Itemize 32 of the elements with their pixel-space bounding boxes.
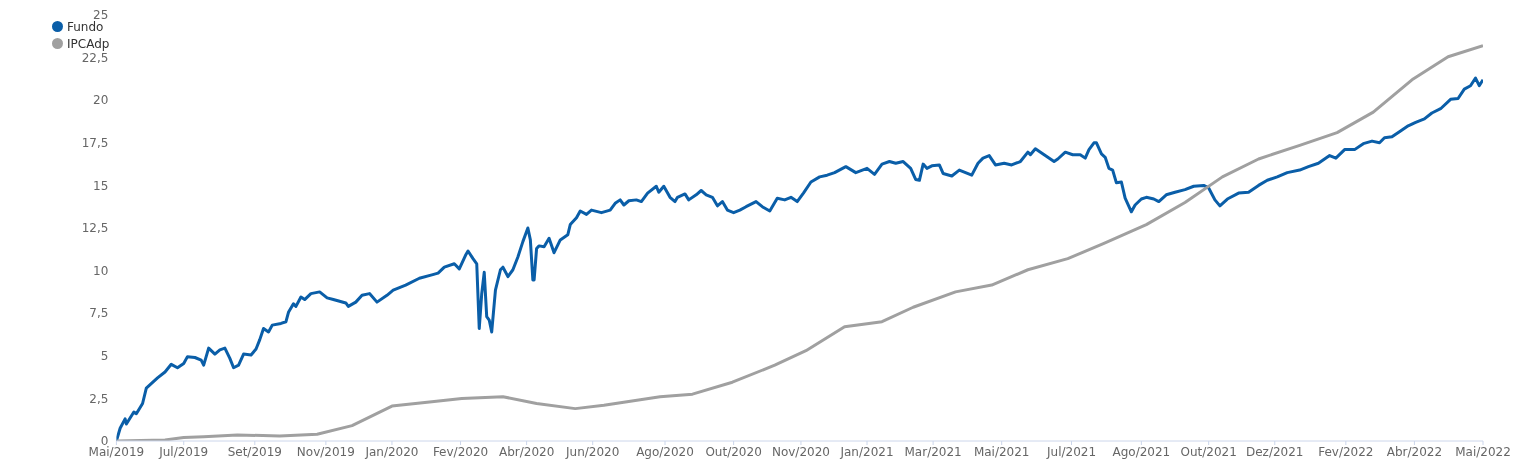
x-tick-label: Fev/2020 [432,444,489,459]
y-tick-label: 20 [93,93,109,108]
x-tick-label: Jul/2019 [158,444,209,459]
legend-label: IPCAdp [67,37,110,51]
x-tick-label: Out/2021 [1180,444,1237,459]
x-tick-label: Dez/2021 [1246,444,1304,459]
x-tick-label: Mai/2021 [973,444,1030,459]
x-tick-label: Nov/2019 [296,444,355,459]
y-tick-label: 22,5 [81,50,109,65]
y-tick-label: 2,5 [89,391,109,406]
y-tick-label: 10 [93,263,109,278]
x-tick-label: Abr/2022 [1386,444,1443,459]
y-tick-label: 15 [93,178,109,193]
x-tick-label: Jun/2020 [565,444,620,459]
x-tick-label: Jan/2021 [839,444,894,459]
y-tick-label: 7,5 [89,306,109,321]
legend-label: Fundo [67,20,104,34]
x-tick-label: Ago/2020 [636,444,694,459]
x-tick-label: Mar/2021 [904,444,962,459]
x-tick-label: Jul/2021 [1045,444,1097,459]
y-tick-label: 5 [100,349,109,364]
x-tick-label: Fev/2022 [1318,444,1374,459]
y-tick-label: 12,5 [81,221,109,236]
y-tick-label: 25 [93,8,109,23]
x-tick-label: Mai/2022 [1455,444,1511,459]
x-tick-label: Ago/2021 [1112,444,1171,459]
x-tick-label: Jan/2020 [364,444,419,459]
x-tick-label: Out/2020 [705,444,762,459]
x-tick-label: Set/2019 [227,444,282,459]
x-tick-label: Abr/2020 [498,444,555,459]
x-tick-label: Nov/2020 [771,444,830,459]
y-tick-label: 17,5 [81,136,109,151]
